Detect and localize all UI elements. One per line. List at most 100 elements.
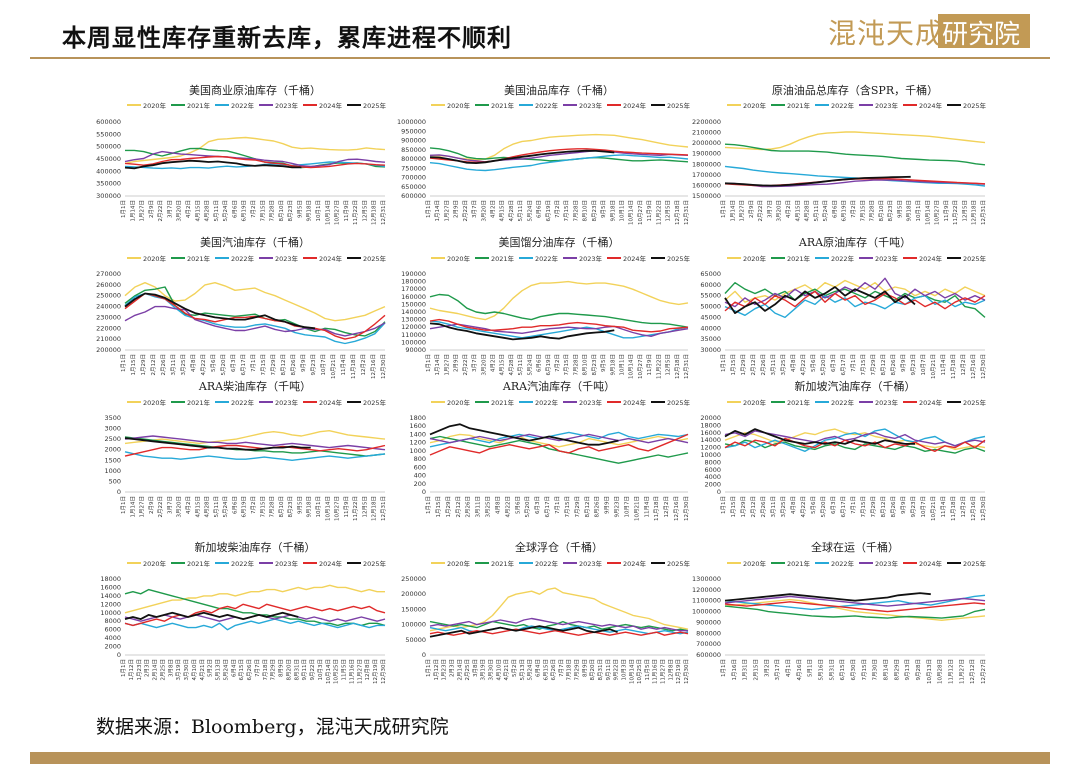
y-tick-label: 18000 (100, 575, 121, 583)
x-tick-label: 4月15日 (794, 200, 801, 222)
y-tick-label: 450000 (96, 155, 121, 163)
x-tick-label: 11月9日 (343, 200, 350, 222)
legend-label: 2022年 (831, 398, 855, 407)
legend-label: 2025年 (363, 398, 387, 407)
series-line (429, 322, 615, 341)
x-tick-label: 2月9日 (748, 200, 755, 218)
x-tick-label: 6月15日 (839, 659, 846, 681)
page-title: 本周显性库存重新去库，累库进程不顺利 (62, 24, 512, 52)
legend-label: 2025年 (667, 398, 691, 407)
x-tick-label: 7月30日 (872, 659, 879, 681)
chart-panel: ARA原油库存（千吨） 2020年 2021年 2022年 2023年 2024年 2025… (700, 235, 987, 379)
x-tick-label: 12月30日 (380, 659, 387, 684)
x-tick-label: 1月1日 (720, 200, 727, 218)
x-tick-label: 3月20日 (176, 200, 183, 222)
series-line (124, 282, 386, 322)
y-tick-label: 190000 (401, 270, 426, 278)
x-tick-label: 10月14日 (924, 200, 931, 225)
x-tick-label: 7月15日 (859, 200, 866, 222)
x-tick-label: 10月14日 (628, 354, 635, 379)
y-tick-label: 300000 (96, 192, 121, 200)
x-tick-label: 8月26日 (594, 496, 601, 518)
y-tick-label: 120000 (401, 323, 426, 331)
legend-label: 2020年 (447, 254, 471, 263)
x-tick-label: 3月11日 (475, 496, 482, 518)
y-tick-label: 3500 (104, 414, 121, 422)
series-line (724, 594, 986, 611)
y-tick-label: 260000 (96, 281, 121, 289)
x-tick-label: 4月28日 (804, 200, 811, 222)
x-tick-label: 11月5日 (644, 659, 651, 681)
series-line (429, 433, 689, 448)
series-line (429, 433, 689, 444)
x-tick-label: 6月26日 (246, 659, 253, 681)
x-tick-label: 10月21日 (633, 496, 640, 521)
y-tick-label: 50000 (405, 636, 426, 644)
y-tick-label: 0 (422, 651, 426, 659)
x-tick-label: 6月17日 (240, 354, 247, 376)
series-line (724, 290, 986, 312)
y-tick-label: 350000 (96, 180, 121, 188)
x-tick-label: 6月6日 (536, 200, 543, 218)
x-tick-label: 3月25日 (780, 354, 787, 376)
y-tick-label: 1500 (104, 456, 121, 464)
x-tick-label: 7月2日 (250, 496, 257, 514)
x-tick-label: 12月19日 (372, 659, 379, 684)
x-tick-label: 10月25日 (636, 659, 643, 684)
y-tick-label: 60000 (700, 281, 721, 289)
x-tick-label: 4月15日 (499, 354, 506, 376)
x-tick-label: 7月7日 (558, 659, 565, 677)
legend-label: 2023年 (275, 101, 299, 110)
x-tick-label: 8月23日 (887, 200, 894, 222)
chart-legend: 2020年 2021年 2022年 2023年 2024年 2025年 (727, 254, 987, 263)
y-tick-label: 1000000 (397, 118, 426, 126)
series-line (724, 175, 911, 187)
x-tick-label: 7月15日 (860, 354, 867, 376)
x-tick-label: 2月3日 (448, 659, 455, 677)
x-tick-label: 5月2日 (511, 659, 518, 677)
x-tick-label: 12月18日 (971, 200, 978, 225)
x-tick-label: 3月20日 (176, 496, 183, 518)
x-tick-label: 4月8日 (494, 496, 501, 514)
series-line (724, 428, 915, 445)
legend-label: 2020年 (143, 559, 167, 568)
y-tick-label: 170000 (401, 285, 426, 293)
x-tick-label: 3月11日 (170, 354, 177, 376)
y-tick-label: 750000 (401, 164, 426, 172)
x-tick-label: 1月23日 (136, 659, 143, 681)
x-tick-label: 12月30日 (980, 496, 987, 521)
x-tick-label: 2月14日 (152, 659, 159, 681)
x-tick-label: 1月1日 (120, 659, 127, 677)
legend-label: 2025年 (363, 559, 387, 568)
y-tick-label: 20000 (700, 414, 721, 422)
legend-label: 2020年 (447, 559, 471, 568)
x-tick-label: 7月1日 (554, 496, 561, 514)
x-tick-label: 1月29日 (740, 496, 747, 518)
legend-label: 2024年 (623, 254, 647, 263)
y-tick-label: 8000 (104, 617, 121, 625)
x-tick-label: 1月27日 (443, 200, 450, 222)
x-tick-label: 5月11日 (213, 496, 220, 518)
x-tick-label: 6月17日 (544, 496, 551, 518)
y-tick-label: 180000 (401, 278, 426, 286)
y-tick-label: 2500 (104, 435, 121, 443)
x-tick-label: 7月28日 (572, 354, 579, 376)
x-tick-label: 8月23日 (591, 200, 598, 222)
chart-legend: 2020年 2021年 2022年 2023年 2024年 2025年 (127, 398, 387, 407)
chart-panel: 美国汽油库存（千桶） 2020年 2021年 2022年 2023年 2024年 2025年… (96, 235, 387, 379)
chart-title: ARA原油库存（千吨） (798, 235, 911, 249)
chart-panel: 原油油品总库存（含SPR，千桶） 2020年 2021年 2022年 2023年 2024… (692, 83, 987, 225)
x-tick-label: 12月31日 (380, 496, 387, 521)
x-tick-label: 3月11日 (770, 496, 777, 518)
x-tick-label: 8月23日 (287, 496, 294, 518)
chart-panel: 新加坡汽油库存（千桶） 2020年 2021年 2022年 2023年 2024年 2025… (700, 379, 987, 521)
y-tick-label: 90000 (405, 346, 426, 354)
x-tick-label: 3月20日 (480, 200, 487, 222)
x-tick-label: 4月28日 (508, 200, 515, 222)
legend-label: 2022年 (231, 254, 255, 263)
x-tick-label: 4月2日 (185, 200, 192, 218)
x-tick-label: 1月29日 (740, 354, 747, 376)
y-tick-label: 12000 (700, 444, 721, 452)
x-tick-label: 11月4日 (940, 496, 947, 518)
x-tick-label: 7月2日 (554, 200, 561, 218)
